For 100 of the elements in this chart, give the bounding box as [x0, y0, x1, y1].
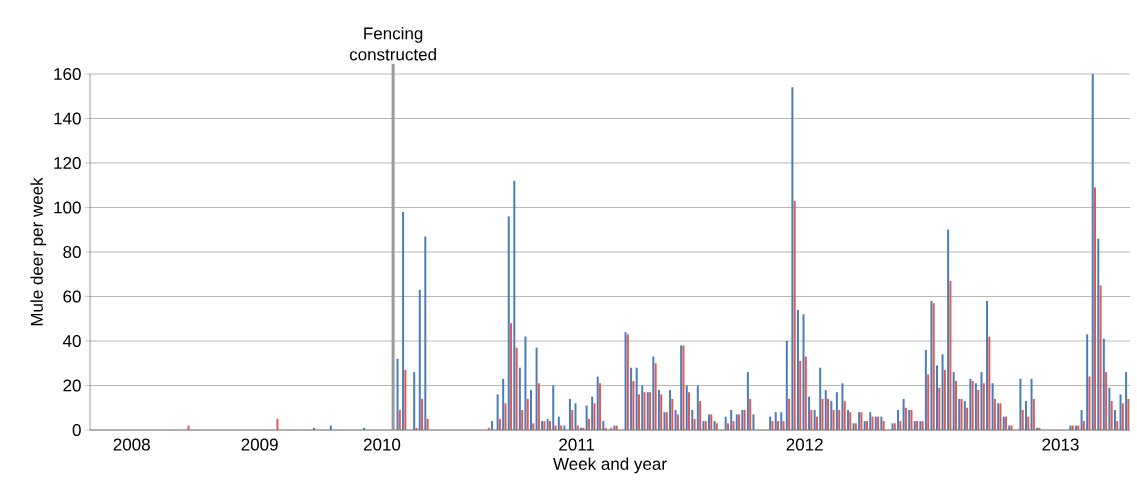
bar [924, 349, 927, 430]
bar [1094, 187, 1097, 430]
bar [518, 367, 521, 430]
bar [504, 403, 507, 430]
bar [1121, 403, 1124, 430]
bar [652, 356, 655, 430]
bar [796, 309, 799, 430]
bar [843, 401, 846, 430]
bar [396, 358, 399, 430]
y-tick-label: 120 [54, 156, 81, 170]
bar [696, 385, 699, 430]
bar [688, 392, 691, 430]
bar [699, 401, 702, 430]
bar [1082, 421, 1085, 430]
bar [1099, 285, 1102, 430]
bar [785, 341, 788, 430]
bar [641, 385, 644, 430]
y-tick-label: 60 [63, 290, 81, 303]
y-axis-title: Mule deer per week [30, 177, 47, 326]
bar [1110, 401, 1113, 430]
bar [943, 369, 946, 430]
bar [404, 369, 407, 430]
bar [769, 416, 772, 430]
bar [730, 409, 733, 430]
bar [691, 409, 694, 430]
bar [780, 412, 783, 430]
bar [938, 387, 941, 430]
bar [602, 421, 605, 430]
bar [402, 211, 405, 430]
y-tick-label: 20 [63, 379, 81, 392]
bar [1024, 401, 1027, 430]
bar [526, 398, 529, 430]
bar [724, 416, 727, 430]
bar [986, 300, 989, 430]
y-tick-label: 160 [54, 67, 81, 81]
bar [502, 378, 505, 430]
bar [941, 354, 944, 430]
bar [869, 412, 872, 430]
bar [513, 180, 516, 430]
bar [507, 216, 510, 430]
bar [791, 87, 794, 430]
bar [604, 427, 607, 430]
bar [821, 398, 824, 430]
bar [808, 396, 811, 430]
x-tick-label: 2012 [786, 438, 823, 451]
bar [363, 427, 366, 430]
bar [1125, 372, 1128, 430]
bar [949, 280, 952, 430]
bar [535, 347, 538, 430]
bar [676, 414, 679, 430]
bar [487, 427, 490, 430]
bar [899, 421, 902, 430]
bar [902, 398, 905, 430]
bar [980, 372, 983, 430]
x-tick-label: 2009 [241, 438, 278, 451]
bar [1027, 416, 1030, 430]
bar [1105, 372, 1108, 430]
bar [568, 398, 571, 430]
bar [657, 389, 660, 430]
bar [1102, 338, 1105, 430]
bar [1021, 409, 1024, 430]
bar [819, 367, 822, 430]
bar [824, 389, 827, 430]
bar [1097, 238, 1100, 430]
bar [982, 383, 985, 430]
bar [746, 372, 749, 430]
bar [596, 376, 599, 430]
bar [904, 407, 907, 430]
bar [685, 385, 688, 430]
bar [1113, 409, 1116, 430]
bar [585, 405, 588, 430]
bar [413, 372, 416, 430]
bar [954, 381, 957, 430]
bar [882, 421, 885, 430]
bar [654, 363, 657, 430]
bar [313, 427, 316, 430]
bar [491, 421, 494, 430]
bar [749, 398, 752, 430]
bar [1116, 421, 1119, 430]
bar [993, 398, 996, 430]
bar [415, 427, 418, 430]
bar [774, 412, 777, 430]
bar [632, 381, 635, 430]
bar [537, 383, 540, 430]
bar [771, 421, 774, 430]
y-tick-label: 140 [54, 112, 81, 125]
bar [726, 423, 729, 430]
text: Fencing constructed [349, 26, 436, 61]
bar [1088, 376, 1091, 430]
bar [693, 418, 696, 430]
bar [599, 383, 602, 430]
bar [1019, 378, 1022, 430]
bar [591, 396, 594, 430]
bar [841, 383, 844, 430]
bar [832, 409, 835, 430]
x-tick-label: 2008 [113, 438, 150, 451]
bar [799, 361, 802, 430]
bar [838, 409, 841, 430]
bar [752, 414, 755, 430]
bar [802, 314, 805, 430]
